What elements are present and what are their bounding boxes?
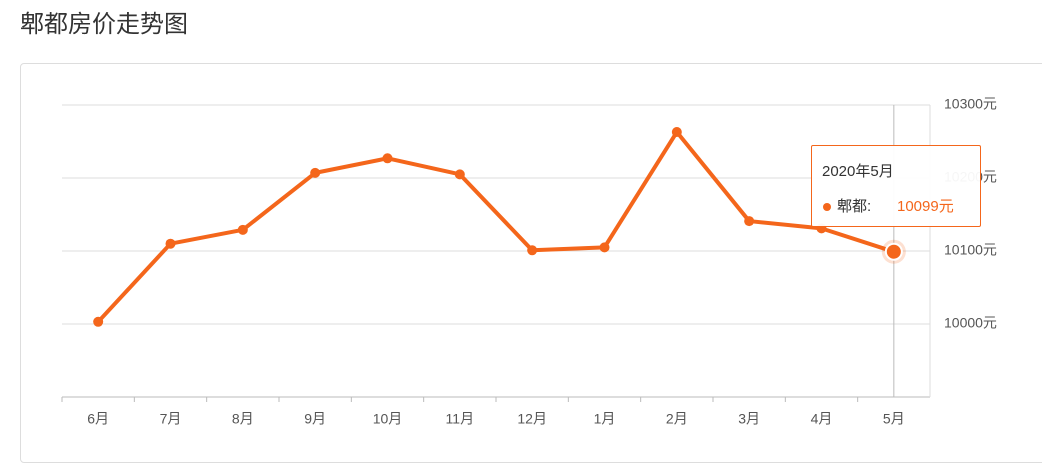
point [237, 224, 248, 235]
x-tick-label: 11月 [446, 411, 475, 427]
point [599, 242, 610, 253]
x-tick-label: 7月 [160, 411, 182, 427]
point [454, 169, 465, 180]
x-tick-label: 1月 [594, 411, 616, 427]
tooltip-value: 10099元 [897, 198, 954, 215]
tooltip: 2020年5月 郫都: 10099元 [811, 145, 981, 227]
point [165, 238, 176, 249]
tooltip-dot [823, 203, 831, 211]
point [382, 153, 393, 164]
y-tick-label: 10100元 [944, 242, 997, 258]
tooltip-title: 2020年5月 [822, 163, 894, 180]
x-tick-label: 5月 [883, 411, 905, 427]
x-tick-label: 2月 [666, 411, 688, 427]
x-tick-label: 9月 [304, 411, 326, 427]
x-tick-label: 8月 [232, 411, 254, 427]
x-tick-label: 12月 [517, 411, 547, 427]
point [527, 245, 538, 256]
point [671, 127, 682, 138]
y-tick-label: 10300元 [944, 96, 997, 112]
point [744, 216, 755, 227]
y-tick-label: 10000元 [944, 315, 997, 331]
x-tick-label: 3月 [738, 411, 760, 427]
series-line [96, 130, 895, 324]
chart-title: 郫都房价走势图 [20, 11, 188, 38]
point [884, 242, 903, 261]
point [93, 316, 104, 327]
tooltip-label: 郫都: [837, 198, 872, 215]
x-tick-label: 6月 [87, 411, 109, 427]
x-tick-label: 4月 [811, 411, 833, 427]
x-tick-label: 10月 [373, 411, 403, 427]
point [310, 167, 321, 178]
